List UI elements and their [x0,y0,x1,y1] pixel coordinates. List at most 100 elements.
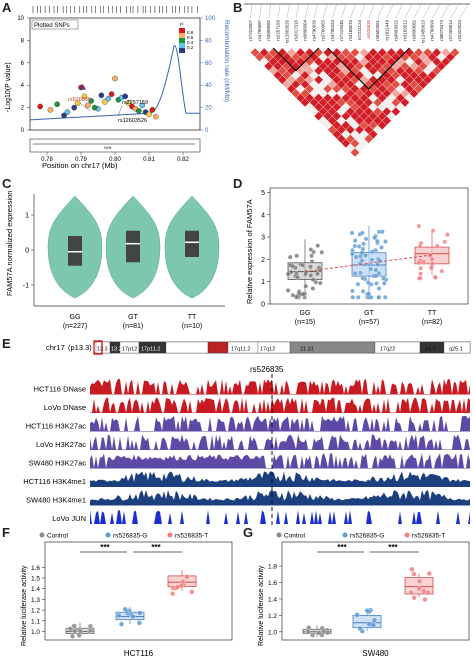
data-point [381,281,387,286]
data-point [408,590,414,596]
track-label: SW480 H3K4me1 [26,496,86,505]
track-label: LoVo JUN [52,514,86,523]
data-point [136,620,142,626]
group-n: (n=82) [422,319,442,326]
data-point [359,230,365,236]
ld-block-outline [327,47,410,90]
data-point [445,232,450,237]
snp-point [149,107,156,113]
data-point [373,273,379,279]
luciferase-sw480: Control rs526835-G rs526835-T 1.0 1.2 1.4 1.6 1… [258,532,470,658]
y-tick-label: 1.5 [31,576,40,583]
data-point [429,256,435,262]
data-point [67,626,73,632]
y-tick-label: 10 [17,16,24,22]
plot-frame [44,541,233,641]
snp-point [112,75,118,82]
snp-connector [386,3,394,19]
snp-label-rs2257159: rs2257159 [122,100,148,106]
data-point [366,291,372,297]
y-tick-label: 0 [21,128,25,134]
data-point [416,260,421,266]
data-point [372,235,377,241]
data-point [356,244,362,249]
data-point [363,253,368,258]
data-point [370,622,376,628]
y-tick-label: 1.2 [31,608,40,615]
band-label: 21.31 [300,347,314,353]
data-point [178,582,184,589]
y-tick-label: 2 [21,106,25,112]
data-point [371,617,377,623]
data-point [309,259,315,264]
y-tick-label: 1 [25,213,29,220]
snp-id-label: rs8079474 [439,19,444,40]
data-point [368,294,374,300]
data-point [309,253,314,259]
y-tick-label: 1 [261,279,265,286]
y-tick-label: -1 [23,283,29,290]
signal-track [90,471,470,487]
data-point [354,612,360,618]
data-point [433,275,438,280]
data-point [350,288,355,294]
violin-plot: FAM57A normalized expression 1 0 -1 GG (n=22… [5,191,225,330]
snp-connector [359,3,366,19]
r2-title: r² [180,22,184,28]
data-point [305,629,312,635]
snp-point [102,99,108,105]
data-point [379,245,384,250]
signal-track [90,490,470,506]
data-point [290,292,296,298]
data-point [376,294,382,300]
data-point [316,630,322,636]
snp-connector [268,3,271,19]
locuszoom-plot: Plotted SNPs r² 0.8 0.6 0.4 0.2 02468100… [5,6,230,170]
r2-tick: 0.2 [187,45,194,50]
x-tick-label: 0.82 [177,157,189,163]
snp-connector [432,3,441,19]
y-axis-label: Relative luciferase activity [21,565,28,646]
legend-label: Plotted SNPs [34,23,70,29]
snp-connector [332,3,337,19]
plot-frame [269,187,469,305]
snp-connector [368,3,375,19]
r2-tick: 0.8 [187,30,194,35]
data-point [416,223,422,229]
data-point [365,280,371,285]
group-label: GG [300,310,311,317]
snp-id-label: rs9895604 [303,19,308,40]
data-point [130,613,136,620]
snp-point [98,92,105,99]
data-point [357,625,363,632]
data-point [310,277,316,283]
data-point [71,623,77,629]
band-selected: (p13.3) [68,343,92,352]
data-point [294,253,300,259]
signal-track [90,453,470,469]
band-label: 17q22 [380,347,395,353]
snp-connector [259,3,262,19]
y-tick-label: 1.8 [268,564,277,571]
legend-marker [167,532,173,538]
data-point [418,265,424,271]
data-point [368,266,374,272]
snp-id-label: rs12603526 [284,19,289,43]
signal-track [90,397,470,413]
snp-point [37,103,44,110]
track-label: LoVo DNase [44,403,86,412]
snp-connector [395,3,403,19]
legend-label: Control [284,533,306,540]
snp-points [37,75,159,120]
data-point [295,275,300,280]
snp-point [64,109,71,115]
data-point [373,267,379,273]
signal-track [90,379,470,395]
snp-connector [350,3,356,19]
snp-id-label: rs4790424 [330,19,335,40]
y2-tick-label: 0 [205,128,209,134]
band-label: 17q12 [260,347,275,353]
snp-id-label: rs2017316 [293,19,298,40]
band-label: q25.1 [449,347,463,353]
band-label: 17p11.2 [141,347,160,353]
